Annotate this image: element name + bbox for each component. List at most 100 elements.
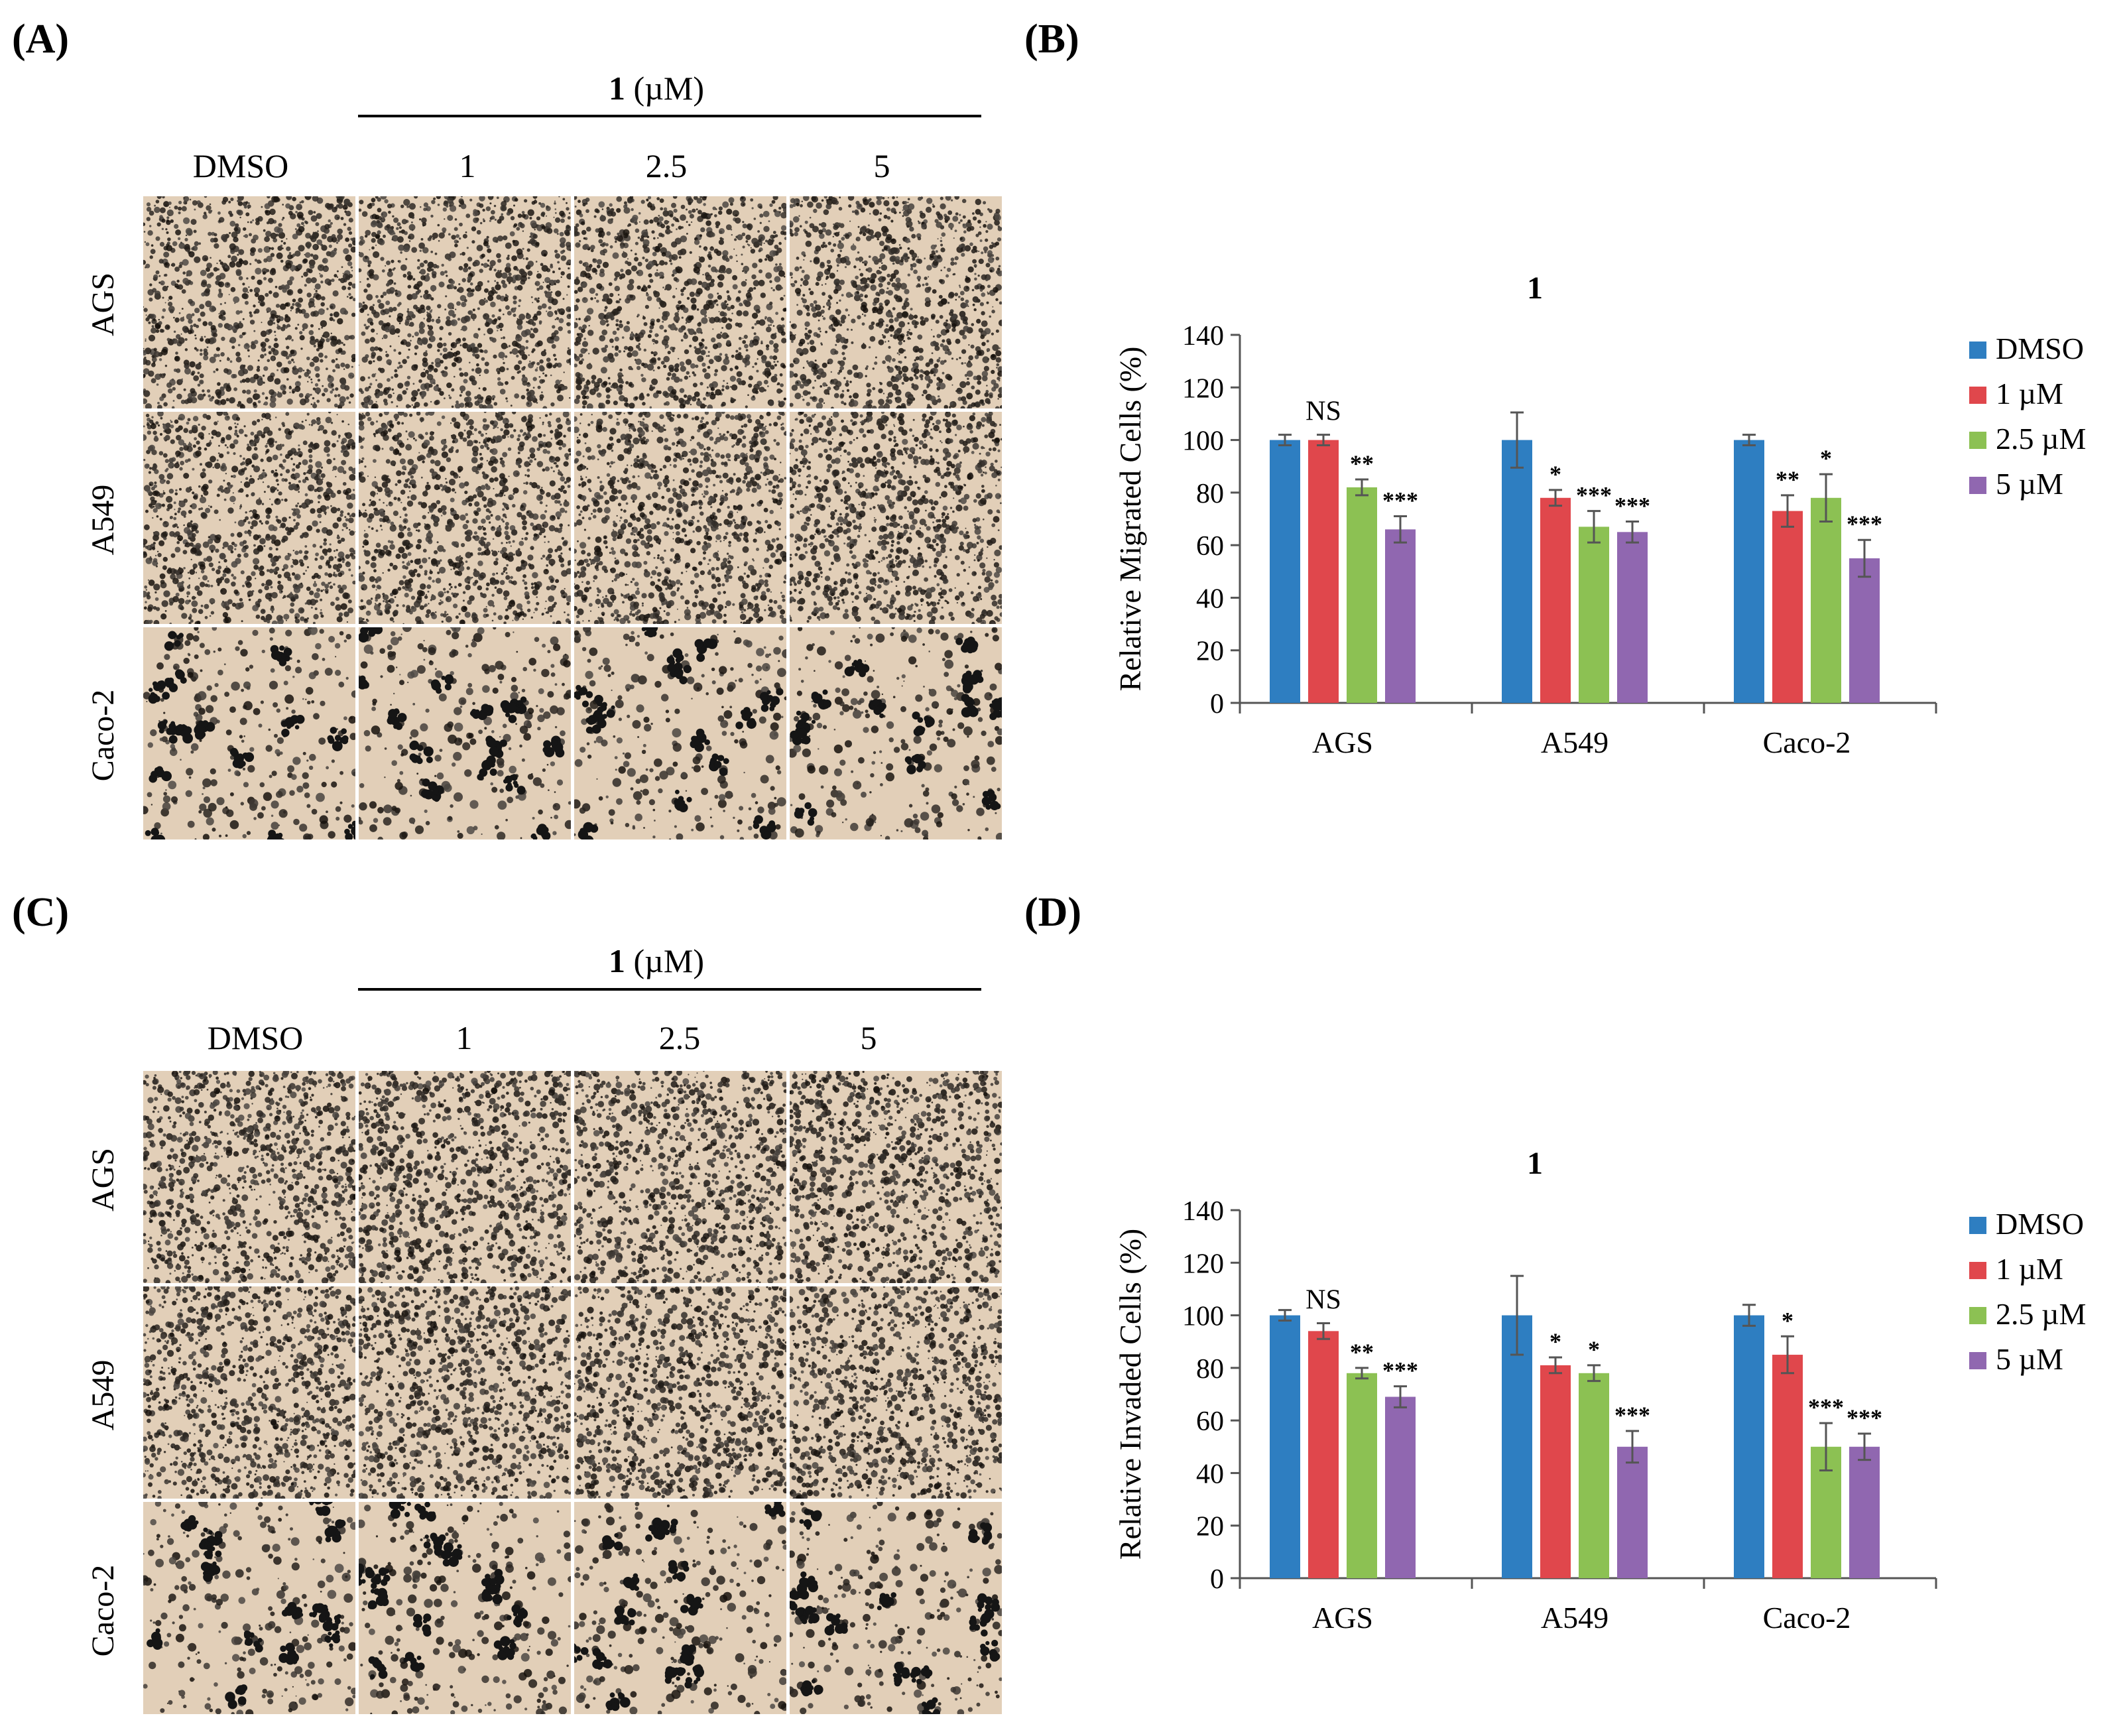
legend-swatch [1969,1307,1986,1324]
significance-label: *** [1614,492,1650,519]
compound-label: 1 [609,942,625,979]
panel-label-d: (D) [1024,892,1081,933]
bar [1385,1396,1416,1578]
legend-label: 1 µM [1996,377,2063,410]
bar [1502,1315,1532,1578]
bar [1617,1446,1648,1578]
y-tick-label: 120 [1182,373,1224,404]
unit-label: (µM) [633,942,704,979]
x-tick-label: Caco-2 [1763,1601,1851,1635]
y-tick-label: 60 [1196,1406,1224,1437]
bar [1347,1373,1377,1578]
legend-swatch [1969,1262,1986,1279]
panel-label-a: (A) [12,19,69,60]
micrograph-caco-2-dmso [140,625,367,848]
y-axis-label: Relative Invaded Cells (%) [1113,1229,1147,1560]
significance-label: *** [1614,1402,1650,1428]
legend-label: 5 µM [1996,1342,2063,1376]
concentration-header: 1 (µM) [457,944,855,977]
column-label-2-5: 2.5 [600,149,733,182]
significance-label: * [1588,1336,1600,1363]
compound-label: 1 [609,70,625,107]
bar [1734,1315,1764,1578]
y-axis-label: Relative Migrated Cells (%) [1113,347,1147,692]
bar [1270,440,1300,703]
y-tick-label: 40 [1196,584,1224,614]
micrograph-a549-dmso [141,1283,359,1501]
micrograph-panel-a: 1 (µM) DMSO 1 2.5 5 AGS A549 Caco-2 [0,0,1012,849]
chart-title: 1 [1527,271,1543,306]
micrograph-ags-1 [357,193,574,411]
invasion-bar-chart: 1 Relative Invaded Cells (%) 0 20 40 60 80 100 1… [1113,1146,2086,1635]
micrograph-grid [141,1068,1005,1720]
concentration-header: 1 (µM) [457,72,855,105]
x-tick-label: A549 [1541,725,1609,759]
significance-label: ** [1350,450,1374,477]
significance-label: *** [1847,511,1882,537]
y-tick-label: 100 [1182,1302,1224,1332]
migration-bar-chart: 1 Relative Migrated Cells (%) 0 20 40 60 80 100… [1113,271,2086,759]
column-label-dmso: DMSO [189,1021,322,1054]
micrograph-a549-2-5 [573,1283,789,1502]
panel-label-c: (C) [12,892,69,933]
y-tick-label: 60 [1196,531,1224,562]
y-tick-label: 0 [1210,689,1224,719]
x-tick-label: AGS [1312,1601,1373,1635]
legend-label: DMSO [1996,1207,2084,1241]
y-tick-label: 20 [1196,1512,1224,1542]
micrograph-caco-2-dmso [141,1494,358,1717]
bar [1385,529,1416,703]
micrograph-a549-1 [356,409,573,627]
legend-label: 1 µM [1996,1252,2063,1286]
micrograph-a549-1 [355,1284,574,1502]
significance-label: NS [1306,397,1341,427]
y-tick-label: 140 [1182,321,1224,351]
legend-label: DMSO [1996,332,2084,365]
row-label-a549: A549 [86,1296,121,1495]
bar [1617,532,1648,703]
micrograph-grid [140,193,1012,848]
x-tick-label: A549 [1541,1601,1609,1635]
row-label-caco-2: Caco-2 [86,636,121,835]
bar [1540,497,1571,703]
significance-label: *** [1382,487,1418,514]
y-tick-label: 120 [1182,1249,1224,1279]
y-tick-label: 40 [1196,1459,1224,1489]
micrograph-ags-1 [355,1068,574,1286]
bar [1772,511,1803,703]
bar [1347,487,1377,703]
significance-label: * [1550,461,1561,487]
significance-label: NS [1306,1284,1341,1315]
legend-swatch [1969,1217,1986,1234]
micrograph-a549-5 [787,409,1004,627]
column-label-5: 5 [816,149,948,182]
micrograph-ags-dmso [141,1068,359,1285]
micrograph-caco-2-1 [352,1495,574,1717]
column-label-1: 1 [398,1021,530,1054]
micrograph-a549-5 [786,1284,1004,1501]
panel-label-b: (B) [1024,19,1079,60]
legend-swatch [1969,432,1986,449]
row-label-caco-2: Caco-2 [86,1511,121,1710]
significance-label: *** [1382,1357,1418,1384]
bar [1502,440,1532,703]
row-label-a549: A549 [86,420,121,619]
legend-label: 2.5 µM [1996,422,2086,456]
row-label-ags: AGS [86,205,121,404]
legend-label: 5 µM [1996,467,2063,501]
bar [1849,1446,1880,1578]
legend-swatch [1969,387,1986,404]
header-underline [358,115,981,117]
significance-label: * [1782,1307,1793,1333]
y-tick-label: 20 [1196,637,1224,667]
legend-swatch [1969,1352,1986,1369]
bar [1308,440,1339,703]
bar [1849,558,1880,703]
micrograph-ags-2-5 [571,194,790,410]
micrograph-caco-2-2-5 [571,617,791,846]
significance-label: ** [1350,1339,1374,1365]
x-tick-label: AGS [1312,725,1373,759]
bar [1734,440,1764,703]
bar [1811,497,1841,703]
unit-label: (µM) [633,70,704,107]
